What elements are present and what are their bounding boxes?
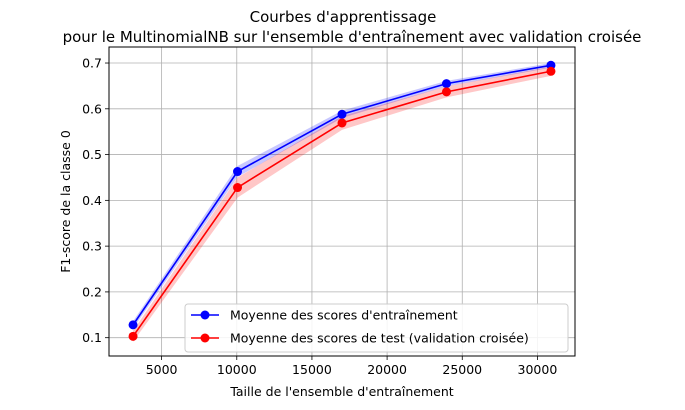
legend: Moyenne des scores d'entraînement Moyenn…	[184, 303, 569, 353]
std-band-series-1	[133, 66, 551, 342]
x-tick-label: 15000	[292, 362, 332, 377]
x-axis-ticks: 5000 10000 15000 20000 25000 30000	[146, 356, 558, 377]
x-tick-label: 20000	[367, 362, 407, 377]
y-tick-label: 0.1	[82, 330, 102, 345]
y-axis-label: F1-score de la classe 0	[58, 130, 73, 273]
data-point-series-1	[233, 183, 243, 193]
y-tick-label: 0.2	[82, 284, 102, 299]
std-bands	[133, 63, 551, 342]
legend-box	[184, 303, 569, 353]
data-point-series-0	[233, 167, 243, 177]
plot-frame	[108, 46, 576, 357]
series-lines	[132, 64, 552, 337]
data-point-series-1	[441, 87, 451, 97]
y-tick-label: 0.4	[82, 193, 102, 208]
series-line-0	[132, 64, 552, 326]
y-tick-label: 0.6	[82, 101, 102, 116]
legend-marker-train	[200, 310, 210, 320]
legend-label-test: Moyenne des scores de test (validation c…	[230, 331, 529, 346]
series-points	[128, 60, 556, 341]
data-point-series-0	[441, 79, 451, 89]
grid	[109, 47, 575, 356]
data-point-series-0	[337, 109, 347, 119]
x-tick-label: 5000	[146, 362, 178, 377]
chart-subtitle: pour le MultinomialNB sur l'ensemble d'e…	[63, 28, 642, 46]
data-point-series-1	[337, 118, 347, 128]
y-tick-label: 0.7	[82, 56, 102, 71]
data-point-series-0	[128, 320, 138, 330]
legend-label-train: Moyenne des scores d'entraînement	[230, 308, 458, 323]
x-tick-label: 25000	[442, 362, 482, 377]
y-tick-label: 0.5	[82, 147, 102, 162]
y-tick-label: 0.3	[82, 239, 102, 254]
x-tick-label: 30000	[518, 362, 558, 377]
x-axis-label: Taille de l'ensemble d'entraînement	[229, 384, 453, 399]
chart-title: Courbes d'apprentissage	[250, 8, 437, 26]
y-axis-ticks: 0.1 0.2 0.3 0.4 0.5 0.6 0.7	[82, 56, 109, 345]
legend-marker-test	[200, 333, 210, 343]
std-band-series-0	[133, 63, 551, 329]
data-point-series-1	[546, 66, 556, 76]
x-tick-label: 10000	[217, 362, 257, 377]
data-point-series-1	[128, 331, 138, 341]
